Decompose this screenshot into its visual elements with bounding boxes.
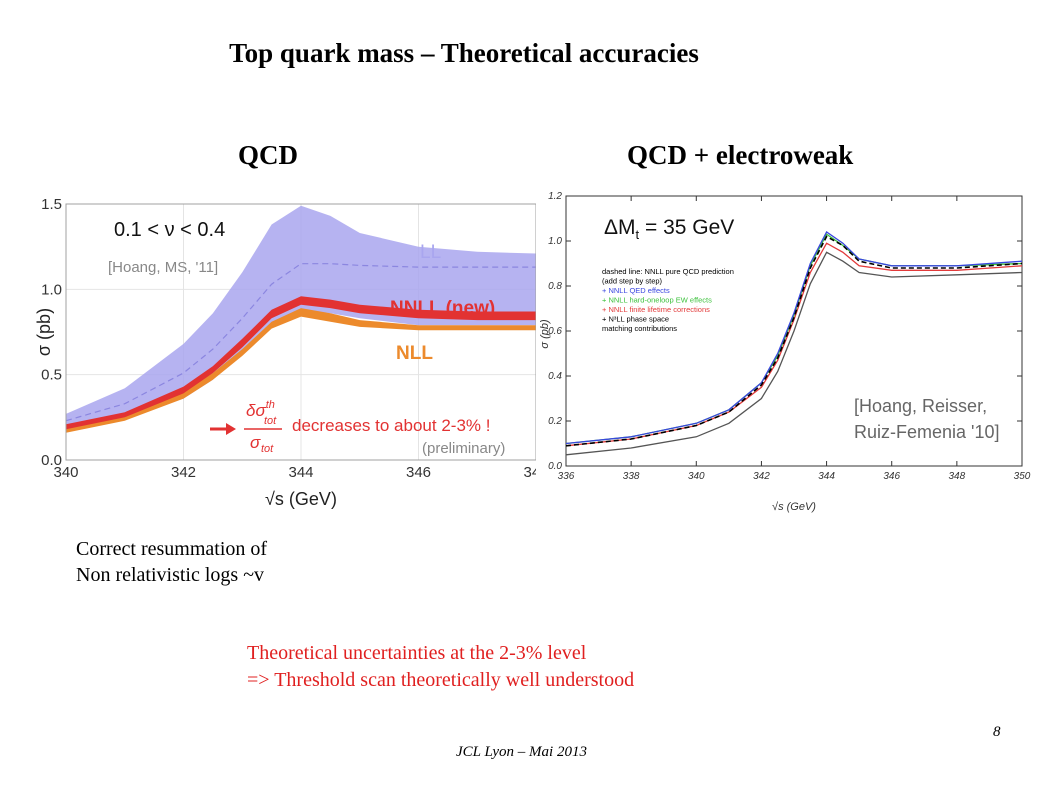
qcd-ew-x-axis-label: √s (GeV) — [772, 501, 816, 513]
nu-range-annotation: 0.1 < ν < 0.4 — [114, 219, 225, 241]
qcd-ew-ticks: 336 338 340 342 344 346 348 350 0.0 0.2 0.4 0.6 0.8 1… — [548, 191, 1031, 482]
qcd-ew-legend-line-6: matching contributions — [602, 324, 677, 333]
qcd-ew-y-tick-0.4: 0.4 — [548, 371, 562, 382]
qcd-heading: QCD — [238, 140, 298, 170]
qcd-x-axis-label: √s (GeV) — [265, 489, 337, 509]
hoang-ms-reference: [Hoang, MS, '11] — [108, 259, 218, 276]
nnll-series-label: NNLL (new) — [390, 298, 495, 319]
decrease-annotation: decreases to about 2-3% ! — [292, 416, 490, 435]
qcd-ew-legend-line-4: + NNLL finite lifetime corrections — [602, 305, 710, 314]
qcd-x-tick-344: 344 — [288, 464, 313, 481]
qcd-ew-lines — [565, 231, 1023, 456]
ll-band — [66, 205, 536, 430]
qcd-bands — [65, 205, 536, 433]
qcd-ew-x-tick-342: 342 — [753, 471, 770, 482]
ratio-denominator-sub: tot — [261, 443, 274, 455]
resummation-note: Correct resummation of Non relativistic … — [76, 536, 267, 588]
qcd-y-tick-1.0: 1.0 — [41, 281, 62, 298]
qcd-electroweak-heading: QCD + electroweak — [627, 140, 854, 170]
qcd-ew-y-tick-0.8: 0.8 — [548, 281, 562, 292]
qcd-ew-y-tick-1.0: 1.0 — [548, 236, 562, 247]
qcd-ew-x-tick-336: 336 — [558, 471, 575, 482]
qcd-ew-x-tick-338: 338 — [623, 471, 640, 482]
ratio-numerator-sub: tot — [264, 415, 277, 427]
conclusion-line-2: => Threshold scan theoretically well und… — [247, 669, 635, 691]
qcd-ew-legend-line-1: (add step by step) — [602, 277, 663, 286]
qcd-y-tick-0.5: 0.5 — [41, 367, 62, 384]
qcd-x-tick-346: 346 — [406, 464, 431, 481]
note-line-2: Non relativistic logs ~v — [76, 564, 265, 586]
qcd-ew-legend-line-0: dashed line: NNLL pure QCD prediction — [602, 267, 734, 276]
nnll-band — [66, 296, 536, 430]
nll-band — [66, 308, 536, 433]
qcd-x-tick-340: 340 — [53, 464, 78, 481]
qcd-ew-series-0 — [565, 235, 1023, 447]
qcd-ew-series-4 — [565, 251, 1023, 456]
qcd-ew-x-tick-344: 344 — [818, 471, 835, 482]
qcd-y-tick-1.5: 1.5 — [41, 196, 62, 213]
nll-series-label: NLL — [396, 343, 433, 364]
ratio-numerator: δσth — [246, 399, 275, 420]
hoang-reisser-reference-2: Ruiz-Femenia '10] — [854, 422, 1000, 442]
qcd-ew-y-tick-0.2: 0.2 — [548, 416, 562, 427]
ll-central-dashed-line — [65, 263, 536, 422]
arrow-icon — [210, 423, 236, 435]
footer: JCL Lyon – Mai 2013 — [456, 744, 587, 760]
qcd-ew-x-tick-350: 350 — [1014, 471, 1031, 482]
ll-series-label: LL — [420, 242, 441, 263]
qcd-ew-legend: dashed line: NNLL pure QCD prediction(ad… — [602, 267, 734, 333]
qcd-ew-x-tick-348: 348 — [949, 471, 966, 482]
qcd-ew-y-tick-1.2: 1.2 — [548, 191, 562, 202]
qcd-ew-chart: 336 338 340 342 344 346 348 350 0.0 0.2 0.4 0.6 0.8 1… — [536, 184, 1032, 524]
qcd-ew-y-tick-0.6: 0.6 — [548, 326, 562, 337]
qcd-ew-legend-line-2: + NNLL QED effects — [602, 286, 670, 295]
preliminary-label: (preliminary) — [422, 440, 505, 457]
qcd-ew-x-tick-340: 340 — [688, 471, 705, 482]
qcd-y-tick-0.0: 0.0 — [41, 452, 62, 469]
page-number: 8 — [993, 724, 1001, 740]
qcd-y-ticks: 0.0 0.5 1.0 1.5 — [41, 196, 62, 469]
qcd-ew-y-tick-0.0: 0.0 — [548, 461, 562, 472]
qcd-y-axis-label: σ (pb) — [34, 308, 54, 356]
qcd-ew-y-axis-label: σ (pb) — [539, 319, 551, 349]
hoang-reisser-reference-1: [Hoang, Reisser, — [854, 396, 987, 416]
slide-title: Top quark mass – Theoretical accuracies — [229, 38, 699, 68]
qcd-x-tick-342: 342 — [171, 464, 196, 481]
conclusion-line-1: Theoretical uncertainties at the 2-3% le… — [247, 642, 587, 664]
qcd-ew-x-tick-346: 346 — [883, 471, 900, 482]
qcd-ew-legend-line-5: + N³LL phase space — [602, 315, 669, 324]
conclusion-text: Theoretical uncertainties at the 2-3% le… — [247, 640, 634, 694]
delta-mt-annotation: ΔMt = 35 GeV — [604, 216, 734, 242]
note-line-1: Correct resummation of — [76, 538, 268, 560]
qcd-ew-legend-line-3: + NNLL hard-oneloop EW effects — [602, 296, 712, 305]
ratio-denominator: σ — [250, 433, 261, 452]
qcd-ew-series-1 — [565, 231, 1023, 445]
